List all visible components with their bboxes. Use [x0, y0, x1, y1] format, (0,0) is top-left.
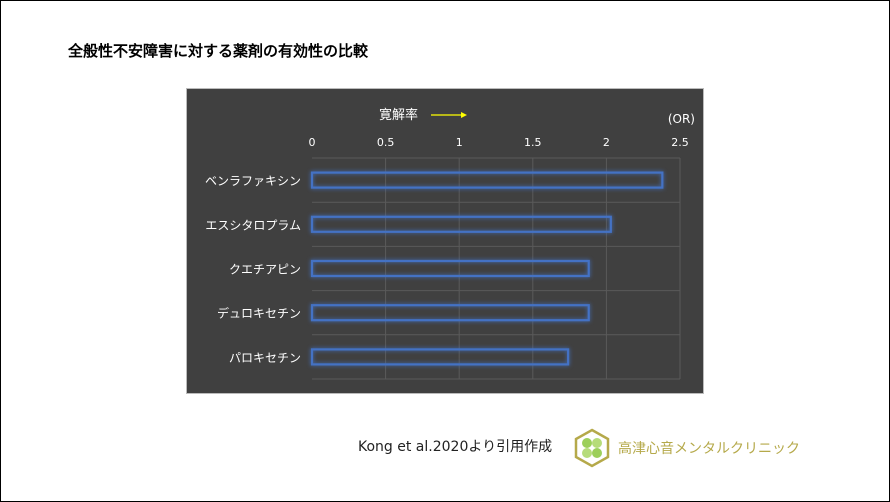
unit-label: (OR) [668, 112, 695, 126]
category-label: クエチアピン [229, 263, 301, 277]
page-title: 全般性不安障害に対する薬剤の有効性の比較 [68, 42, 369, 60]
x-tick-label: 0.5 [377, 136, 395, 149]
x-tick-label: 1 [456, 136, 463, 149]
x-tick-label: 1.5 [524, 136, 542, 149]
bar [310, 304, 590, 322]
chart-svg: 0 0.5 1 1.5 2 2.5 寛解率 (OR) ベンラファキシンエスシタロプラムクエチアピ… [205, 107, 695, 380]
bar [310, 215, 612, 233]
category-label: ベンラファキシン [205, 174, 301, 188]
x-tick-label: 2.5 [671, 136, 689, 149]
bar [310, 259, 590, 278]
clinic-logo-icon [574, 428, 610, 468]
bar-chart: 0 0.5 1 1.5 2 2.5 寛解率 (OR) ベンラファキシン エスシタロプラムクエチアピ… [186, 88, 704, 394]
category-label: デュロキセチン [217, 306, 301, 321]
annotation-label: 寛解率 [379, 107, 418, 123]
x-tick-label: 2 [603, 136, 610, 149]
category-label: エスシタロプラム [205, 218, 301, 232]
x-tick-label: 0 [309, 136, 316, 149]
bar [310, 171, 664, 189]
arrow-head-icon [461, 112, 467, 118]
category-label: パロキセチン [229, 351, 301, 365]
clinic-name: 高津心音メンタルクリニック [618, 441, 800, 457]
citation: Kong et al.2020より引用作成 [358, 439, 553, 455]
bar [310, 348, 570, 366]
